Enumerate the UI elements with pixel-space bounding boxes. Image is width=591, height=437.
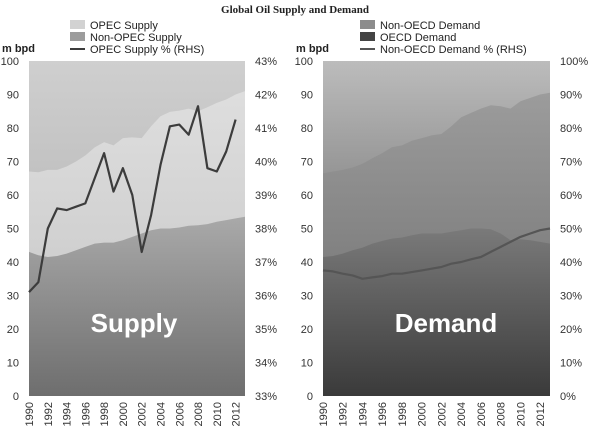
supply-panel: Supply 0 10 20 30 40 50 60 70 80 90 100 33% 34% 35% 3… (1, 20, 278, 426)
supply-y2-tick-label: 35% (255, 324, 277, 336)
demand-y-tick-label: 70 (301, 157, 313, 169)
supply-legend-swatch (70, 32, 85, 41)
supply-x-tick-label: 1994 (62, 402, 74, 426)
demand-legend-label: Non-OECD Demand (380, 20, 480, 32)
demand-y-tick-label: 50 (301, 224, 313, 236)
supply-y2-tick-label: 36% (255, 291, 277, 303)
supply-x-tick-label: 2006 (174, 402, 186, 426)
supply-y2-tick-label: 37% (255, 257, 277, 269)
supply-x-tick-label: 1998 (99, 402, 111, 426)
demand-y-tick-label: 90 (301, 90, 313, 102)
supply-y-tick-label: 0 (13, 391, 19, 403)
demand-y2-tick-label: 100% (560, 56, 588, 68)
supply-legend-swatch (70, 20, 85, 29)
demand-y2-tick-label: 90% (560, 90, 582, 102)
demand-y-tick-label: 0 (307, 391, 313, 403)
chart-title: Global Oil Supply and Demand (221, 4, 369, 16)
supply-legend-label: OPEC Supply % (RHS) (90, 44, 204, 56)
supply-x-tick-label: 1992 (43, 402, 55, 426)
supply-x-tick-label: 2010 (212, 402, 224, 426)
supply-y-axis-unit: m bpd (2, 43, 35, 55)
demand-y2-tick-label: 50% (560, 224, 582, 236)
demand-legend-swatch (360, 32, 375, 41)
supply-y-tick-label: 50 (7, 224, 19, 236)
demand-x-tick-label: 2004 (456, 402, 468, 426)
demand-legend-swatch (360, 20, 375, 29)
supply-y-tick-label: 60 (7, 190, 19, 202)
demand-legend-label: Non-OECD Demand % (RHS) (380, 44, 527, 56)
demand-legend-label: OECD Demand (380, 32, 456, 44)
supply-y-tick-label: 90 (7, 90, 19, 102)
supply-y-tick-label: 80 (7, 123, 19, 135)
supply-x-tick-label: 2012 (231, 402, 243, 426)
demand-x-tick-label: 2008 (496, 402, 508, 426)
supply-y2-tick-label: 38% (255, 224, 277, 236)
demand-y-tick-label: 100 (295, 56, 313, 68)
demand-x-tick-label: 1990 (318, 402, 330, 426)
supply-y-tick-label: 20 (7, 324, 19, 336)
supply-x-tick-label: 2008 (193, 402, 205, 426)
demand-y-tick-label: 30 (301, 291, 313, 303)
supply-x-tick-label: 2004 (156, 402, 168, 426)
demand-y-axis-unit: m bpd (296, 43, 329, 55)
demand-y2-tick-label: 20% (560, 324, 582, 336)
supply-y2-tick-label: 43% (255, 56, 277, 68)
demand-y2-tick-label: 10% (560, 358, 582, 370)
demand-y2-tick-label: 30% (560, 291, 582, 303)
supply-y2-tick-label: 41% (255, 123, 277, 135)
supply-x-tick-label: 1990 (24, 402, 36, 426)
demand-x-tick-label: 2012 (535, 402, 547, 426)
supply-y2-tick-label: 33% (255, 391, 277, 403)
demand-x-tick-label: 1992 (338, 402, 350, 426)
demand-x-tick-label: 1994 (358, 402, 370, 426)
demand-y-tick-label: 40 (301, 257, 313, 269)
supply-x-tick-label: 2002 (137, 402, 149, 426)
demand-x-tick-label: 2000 (417, 402, 429, 426)
demand-y-tick-label: 10 (301, 358, 313, 370)
demand-y-tick-label: 20 (301, 324, 313, 336)
demand-x-tick-label: 2002 (436, 402, 448, 426)
supply-y-tick-label: 70 (7, 157, 19, 169)
supply-y-tick-label: 30 (7, 291, 19, 303)
supply-y2-tick-label: 34% (255, 358, 277, 370)
supply-y2-tick-label: 40% (255, 157, 277, 169)
supply-x-tick-label: 1996 (80, 402, 92, 426)
demand-y2-tick-label: 60% (560, 190, 582, 202)
supply-y-tick-label: 100 (1, 56, 19, 68)
demand-x-tick-label: 1996 (377, 402, 389, 426)
demand-watermark: Demand (395, 308, 498, 338)
demand-y2-tick-label: 40% (560, 257, 582, 269)
demand-y2-tick-label: 0% (560, 391, 576, 403)
supply-watermark: Supply (91, 308, 178, 338)
supply-x-tick-label: 2000 (118, 402, 130, 426)
supply-y-tick-label: 10 (7, 358, 19, 370)
demand-panel: Demand 0 10 20 30 40 50 60 70 80 90 100 0% 10% 20% 30… (295, 20, 589, 426)
supply-y-tick-label: 40 (7, 257, 19, 269)
supply-y2-tick-label: 39% (255, 190, 277, 202)
demand-x-tick-label: 1998 (397, 402, 409, 426)
supply-legend-label: OPEC Supply (90, 20, 158, 32)
demand-y2-tick-label: 80% (560, 123, 582, 135)
demand-y-tick-label: 80 (301, 123, 313, 135)
supply-legend-label: Non-OPEC Supply (90, 32, 182, 44)
demand-y-tick-label: 60 (301, 190, 313, 202)
demand-x-tick-label: 2006 (476, 402, 488, 426)
demand-x-tick-label: 2010 (515, 402, 527, 426)
demand-y2-tick-label: 70% (560, 157, 582, 169)
supply-y2-tick-label: 42% (255, 90, 277, 102)
